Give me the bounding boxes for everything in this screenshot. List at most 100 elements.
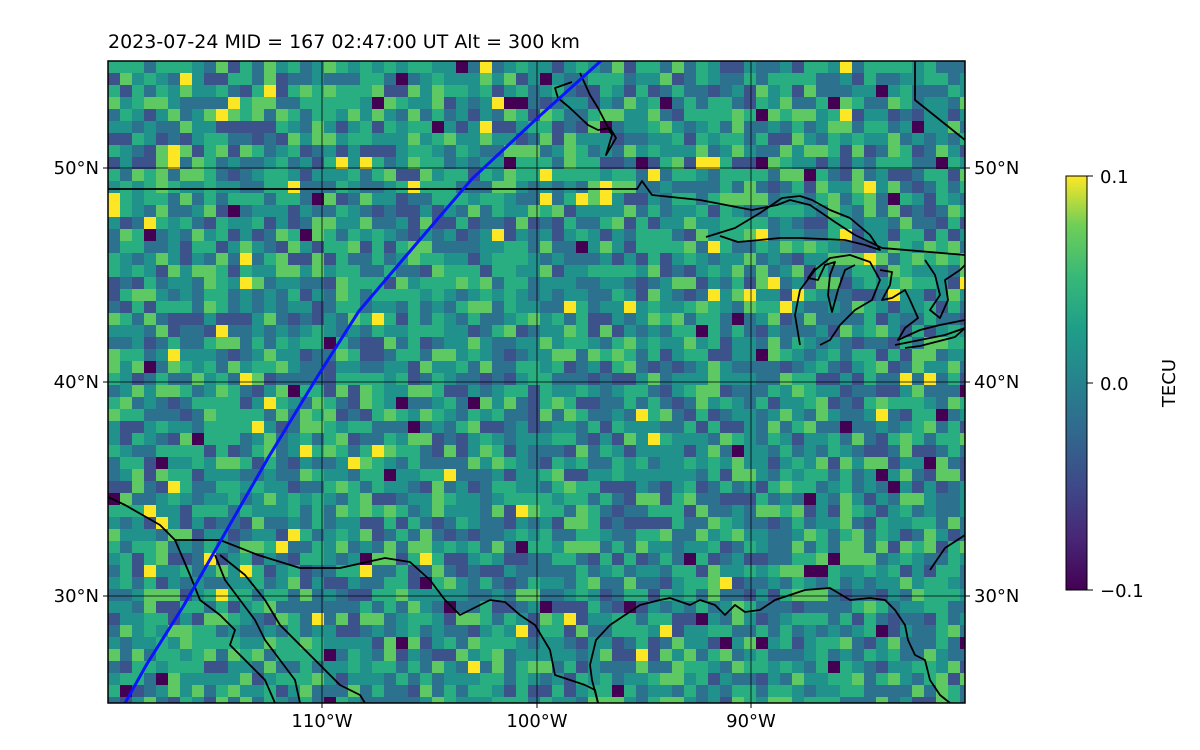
tec-cell [708, 85, 720, 97]
tec-cell [204, 505, 216, 517]
tec-cell [816, 577, 828, 589]
tec-cell [912, 541, 924, 553]
tec-cell [372, 109, 384, 121]
tec-cell [756, 613, 768, 625]
tec-cell [228, 253, 240, 265]
tec-cell [804, 457, 816, 469]
tec-cell [924, 181, 936, 193]
tec-cell [540, 289, 552, 301]
tec-cell [144, 625, 156, 637]
tec-cell [804, 349, 816, 361]
tec-cell [324, 205, 336, 217]
tec-cell [108, 553, 120, 565]
tec-cell [372, 313, 384, 325]
tec-cell [888, 397, 900, 409]
tec-cell [948, 361, 960, 373]
tec-cell [360, 445, 372, 457]
tec-cell [912, 181, 924, 193]
tec-cell [324, 505, 336, 517]
tec-cell [780, 133, 792, 145]
tec-cell [900, 649, 912, 661]
tec-cell [852, 553, 864, 565]
tec-cell [372, 625, 384, 637]
tec-cell [960, 373, 965, 385]
tec-cell [468, 517, 480, 529]
tec-cell [528, 229, 540, 241]
tec-cell [180, 421, 192, 433]
tec-cell [840, 205, 852, 217]
tec-cell [228, 205, 240, 217]
tec-cell [420, 313, 432, 325]
tec-cell [648, 109, 660, 121]
tec-cell [468, 589, 480, 601]
tec-cell [540, 337, 552, 349]
tec-cell [180, 373, 192, 385]
tec-cell [636, 409, 648, 421]
tec-cell [528, 469, 540, 481]
tec-cell [216, 397, 228, 409]
tec-cell [276, 577, 288, 589]
tec-cell [276, 229, 288, 241]
tec-cell [168, 493, 180, 505]
tec-cell [936, 385, 948, 397]
tec-cell [924, 577, 936, 589]
tec-cell [672, 625, 684, 637]
tec-cell [492, 301, 504, 313]
tec-cell [168, 73, 180, 85]
tec-cell [240, 661, 252, 673]
tec-cell [876, 325, 888, 337]
tec-cell [564, 73, 576, 85]
tec-cell [336, 73, 348, 85]
tec-cell [360, 85, 372, 97]
tec-cell [228, 97, 240, 109]
tec-cell [432, 613, 444, 625]
tec-cell [180, 61, 192, 73]
tec-cell [348, 193, 360, 205]
tec-cell [804, 97, 816, 109]
tec-cell [732, 565, 744, 577]
tec-cell [432, 181, 444, 193]
tec-cell [384, 457, 396, 469]
tec-cell [468, 385, 480, 397]
tec-cell [300, 505, 312, 517]
tec-cell [324, 481, 336, 493]
tec-cell [708, 661, 720, 673]
tec-cell [900, 193, 912, 205]
tec-cell [564, 325, 576, 337]
tec-cell [588, 457, 600, 469]
tec-cell [960, 181, 965, 193]
tec-cell [300, 445, 312, 457]
tec-cell [120, 133, 132, 145]
tec-cell [180, 409, 192, 421]
tec-cell [540, 553, 552, 565]
tec-cell [348, 61, 360, 73]
tec-cell [612, 85, 624, 97]
tec-cell [840, 505, 852, 517]
tec-cell [492, 193, 504, 205]
tec-cell [444, 217, 456, 229]
tec-cell [420, 73, 432, 85]
tec-cell [264, 85, 276, 97]
tec-cell [132, 385, 144, 397]
tec-cell [888, 469, 900, 481]
tec-cell [324, 625, 336, 637]
tec-cell [240, 625, 252, 637]
tec-cell [132, 349, 144, 361]
tec-cell [636, 217, 648, 229]
tec-cell [288, 505, 300, 517]
tec-cell [612, 121, 624, 133]
tec-cell [312, 457, 324, 469]
tec-cell [300, 349, 312, 361]
tec-cell [576, 421, 588, 433]
tec-cell [228, 337, 240, 349]
tec-cell [624, 73, 636, 85]
tec-cell [768, 73, 780, 85]
tec-cell [744, 553, 756, 565]
tec-cell [204, 457, 216, 469]
lat-tick-right-50n: 50°N [974, 158, 1019, 179]
tec-cell [144, 637, 156, 649]
tec-cell [540, 181, 552, 193]
tec-cell [372, 613, 384, 625]
tec-cell [672, 289, 684, 301]
tec-cell [900, 205, 912, 217]
